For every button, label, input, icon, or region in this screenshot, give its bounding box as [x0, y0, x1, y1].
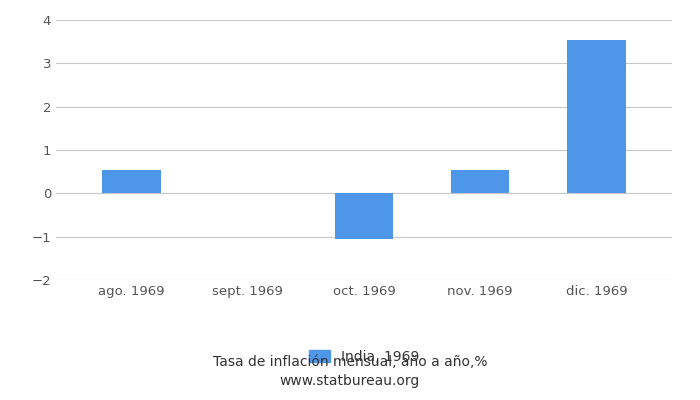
Bar: [568, 40, 626, 193]
Bar: [335, 193, 393, 239]
Bar: [452, 170, 510, 193]
Text: www.statbureau.org: www.statbureau.org: [280, 374, 420, 388]
Legend: India, 1969: India, 1969: [303, 344, 425, 369]
Bar: [102, 170, 160, 193]
Text: Tasa de inflación mensual, año a año,%: Tasa de inflación mensual, año a año,%: [213, 355, 487, 369]
